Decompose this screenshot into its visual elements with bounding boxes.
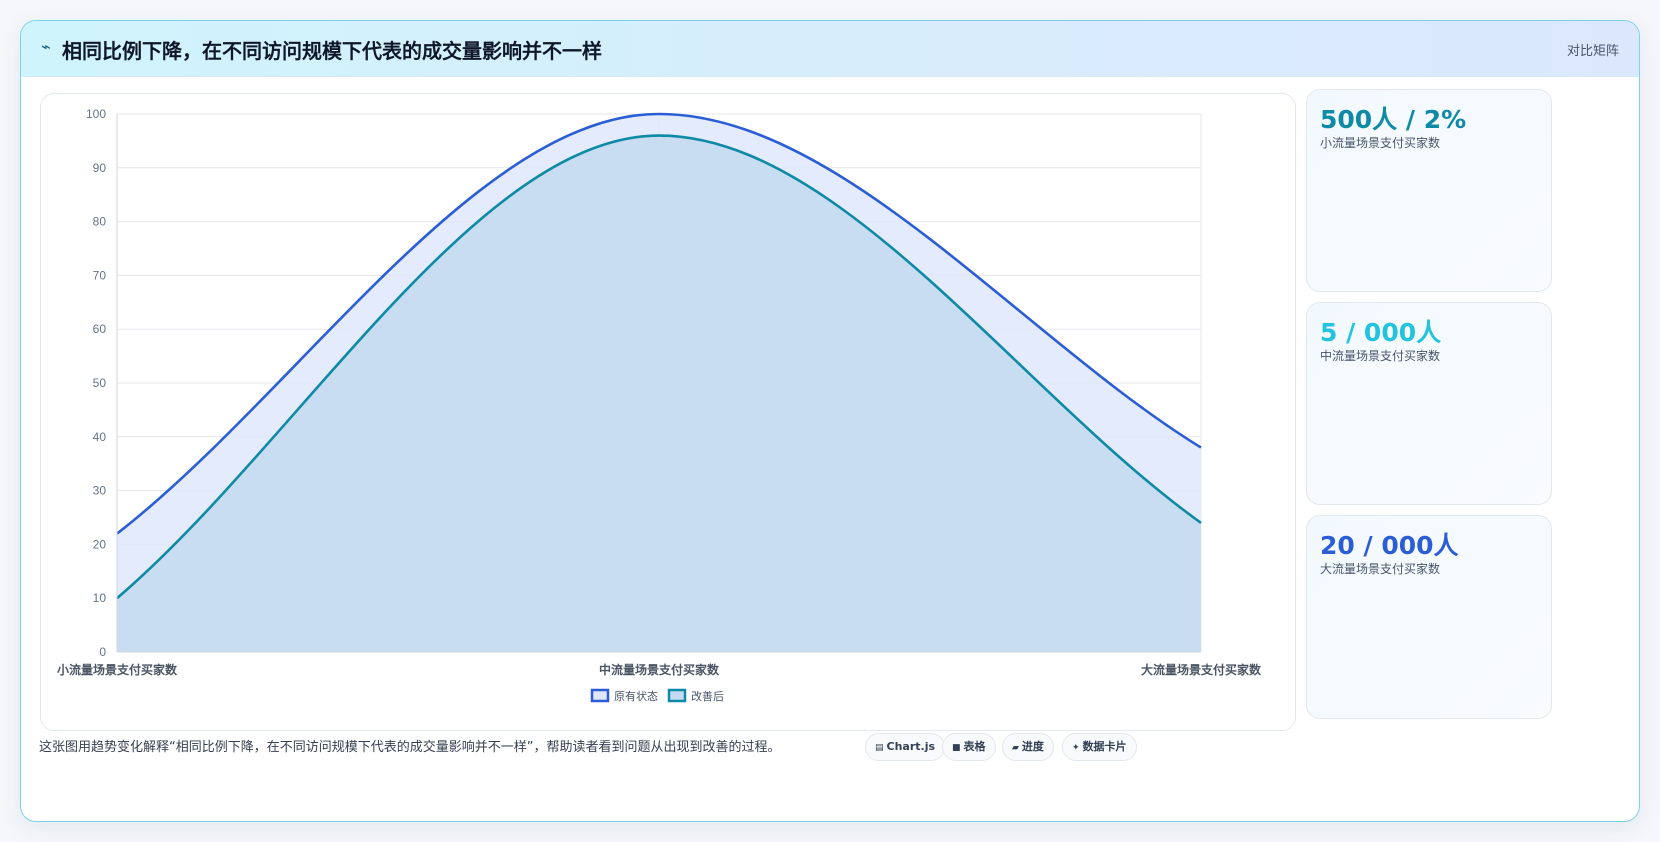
chip-chartjs[interactable]: ▤ Chart.js: [865, 733, 946, 761]
y-tick-label: 20: [93, 537, 107, 551]
stat-label: 小流量场景支付买家数: [1320, 136, 1441, 150]
y-tick-label: 0: [99, 645, 106, 659]
legend-label: 原有状态: [614, 689, 658, 703]
chip-label: Chart.js: [886, 740, 936, 753]
y-tick-label: 100: [86, 107, 106, 121]
chip-progress[interactable]: ▰ 进度: [1002, 733, 1054, 761]
y-tick-label: 60: [93, 322, 107, 336]
data-card-icon: ✦: [1072, 743, 1080, 753]
stat-value: 5 / 000人: [1320, 318, 1442, 347]
y-tick-label: 40: [93, 430, 107, 444]
series-area-1: [117, 135, 1201, 652]
x-tick-label: 小流量场景支付买家数: [57, 662, 178, 677]
chip-table[interactable]: ■ 表格: [942, 733, 996, 761]
y-tick-label: 90: [93, 161, 107, 175]
chart-panel: 0 10 20 30 40 50 60 70 80 90 100 小流量场景支付买家数 中流量场景支付买…: [40, 93, 1296, 731]
legend-swatch: [590, 688, 610, 703]
stat-card-large: 20 / 000人 大流量场景支付买家数: [1306, 515, 1552, 719]
header: ⌁ 相同比例下降，在不同访问规模下代表的成交量影响并不一样 对比矩阵: [21, 21, 1639, 77]
series-line-1: [116, 134, 1202, 600]
stat-card-small: 500人 / 2% 小流量场景支付买家数: [1306, 89, 1552, 292]
progress-icon: ▰: [1012, 743, 1019, 753]
legend-label: 改善后: [691, 689, 724, 703]
series-line-0: [116, 112, 1202, 535]
stat-card-medium: 5 / 000人 中流量场景支付买家数: [1306, 302, 1552, 505]
dashboard-card: ⌁ 相同比例下降，在不同访问规模下代表的成交量影响并不一样 对比矩阵 0 10 20…: [20, 20, 1640, 822]
y-tick-label: 80: [93, 215, 107, 229]
chart-description: 这张图用趋势变化解释“相同比例下降，在不同访问规模下代表的成交量影响并不一样”，…: [39, 740, 781, 755]
chip-label: 进度: [1021, 740, 1044, 753]
legend-swatch: [667, 688, 687, 703]
table-icon: ■: [952, 743, 961, 753]
x-tick-label: 大流量场景支付买家数: [1141, 662, 1262, 677]
stat-value: 20 / 000人: [1320, 531, 1459, 560]
stat-label: 大流量场景支付买家数: [1320, 562, 1441, 576]
chip-data-card[interactable]: ✦ 数据卡片: [1062, 733, 1137, 761]
area-chart: 0 10 20 30 40 50 60 70 80 90 100 小流量场景支付买家数 中流量场景支付买…: [57, 107, 1262, 703]
page-title: 相同比例下降，在不同访问规模下代表的成交量影响并不一样: [62, 39, 602, 63]
chip-label: 表格: [963, 740, 986, 753]
x-tick-label: 中流量场景支付买家数: [599, 662, 720, 677]
chart-icon: ▤: [875, 743, 884, 753]
y-tick-label: 70: [93, 268, 107, 282]
view-tag[interactable]: 对比矩阵: [1566, 44, 1619, 59]
stat-label: 中流量场景支付买家数: [1320, 349, 1441, 363]
pulse-icon: ⌁: [41, 37, 51, 56]
stat-value: 500人 / 2%: [1320, 105, 1467, 134]
y-tick-label: 50: [93, 376, 107, 390]
y-tick-label: 30: [93, 484, 107, 498]
chip-label: 数据卡片: [1082, 740, 1127, 753]
y-tick-label: 10: [93, 591, 107, 605]
